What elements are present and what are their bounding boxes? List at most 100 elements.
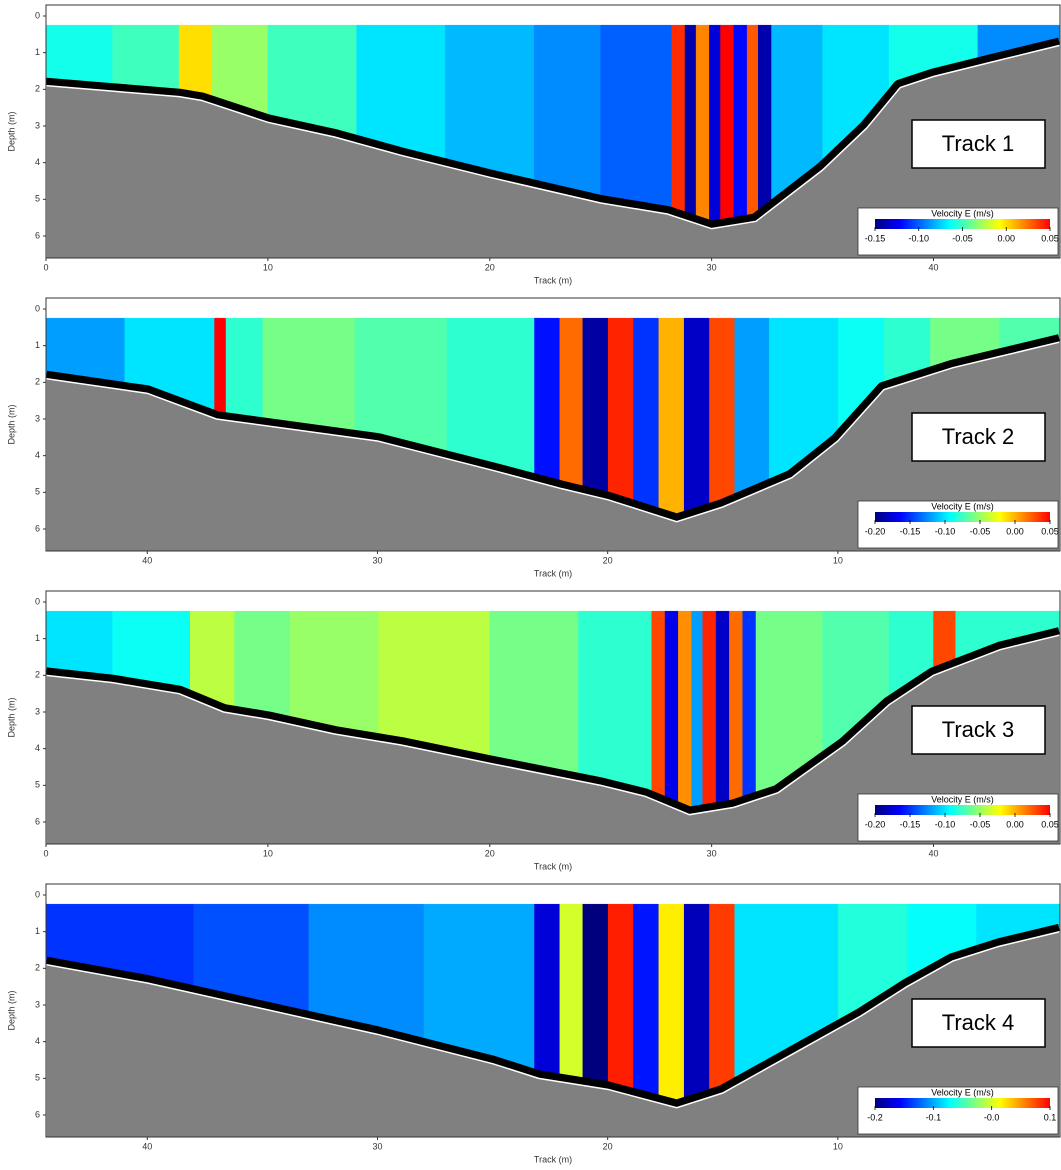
annotation: Track 3 (942, 717, 1015, 742)
x-tick-label: 30 (707, 262, 717, 272)
x-tick-label: 20 (603, 555, 613, 565)
y-tick-label: 0 (35, 10, 40, 20)
y-tick-label: 4 (35, 157, 40, 167)
panel: 0 1 2 3 4 5 6 Depth (m) 40 30 20 10 Track (m) Track 2… (6, 297, 1061, 578)
x-tick-label: 10 (263, 262, 273, 272)
y-tick-label: 5 (35, 194, 40, 204)
velocity-cell (600, 24, 672, 216)
velocity-cell (533, 317, 560, 489)
y-tick-label: 2 (35, 963, 40, 973)
velocity-cell (671, 24, 686, 221)
colorbar-tick-label: 0.1 (1044, 1112, 1057, 1122)
x-tick-label: 40 (929, 262, 939, 272)
y-tick-label: 6 (35, 816, 40, 826)
y-tick-label: 6 (35, 523, 40, 533)
annotation-box (911, 412, 1046, 462)
panel: 0 1 2 3 4 5 6 Depth (m) 0 10 20 30 40 Track (m) Track … (6, 590, 1061, 871)
colorbar-tick-label: -0.15 (900, 526, 921, 536)
colorbar-tick-label: 0.00 (1006, 526, 1024, 536)
y-tick-label: 1 (35, 926, 40, 936)
x-tick-label: 20 (485, 262, 495, 272)
x-axis-title: Track (m) (534, 275, 572, 285)
x-tick-label: 30 (372, 1141, 382, 1151)
y-tick-label: 3 (35, 120, 40, 130)
velocity-cell (683, 903, 710, 1106)
y-tick-label: 6 (35, 230, 40, 240)
x-tick-label: 40 (142, 1141, 152, 1151)
velocity-cell (684, 24, 697, 224)
river-bed (46, 930, 1060, 1137)
colorbar-tick-label: -0.10 (935, 819, 956, 829)
x-tick-label: 40 (142, 555, 152, 565)
annotation-box (911, 705, 1046, 755)
colorbar-tick-label: -0.10 (935, 526, 956, 536)
velocity-cell (651, 610, 666, 805)
velocity-cell (46, 317, 125, 391)
x-tick-label: 10 (833, 555, 843, 565)
panel: 0 1 2 3 4 5 6 Depth (m) 40 30 20 10 Track (m) Track 4… (6, 883, 1061, 1164)
velocity-cell (709, 24, 721, 229)
plot-border (45, 4, 1061, 259)
velocity-cell (559, 903, 583, 1086)
colorbar-tick-label: -0.15 (900, 819, 921, 829)
y-axis-title: Depth (m) (6, 111, 16, 151)
plot-border (45, 883, 1061, 1138)
velocity-cell (559, 317, 583, 494)
colorbar-tick-label: 0.00 (1006, 819, 1024, 829)
x-tick-label: 0 (43, 848, 48, 858)
velocity-cell (225, 317, 263, 426)
velocity-cell (708, 903, 735, 1098)
colorbar-tick-label: -0.2 (867, 1112, 883, 1122)
colorbar-box (857, 207, 1059, 256)
y-tick-label: 3 (35, 413, 40, 423)
velocity-cell (678, 610, 692, 815)
colorbar-tick-label: -0.05 (970, 819, 991, 829)
colorbar-tick-label: -0.1 (926, 1112, 942, 1122)
velocity-cell (729, 610, 743, 809)
colorbar-tick-label: -0.05 (970, 526, 991, 536)
x-tick-label: 30 (372, 555, 382, 565)
colorbar-tick-label: 0.05 (1041, 526, 1059, 536)
y-tick-label: 4 (35, 450, 40, 460)
annotation: Track 2 (942, 424, 1015, 449)
x-axis-title: Track (m) (534, 861, 572, 871)
y-axis-title: Depth (m) (6, 404, 16, 444)
velocity-cell (702, 610, 717, 813)
y-tick-label: 0 (35, 303, 40, 313)
velocity-cell (489, 610, 579, 782)
plot-border (45, 297, 1061, 552)
y-tick-label: 1 (35, 340, 40, 350)
x-tick-label: 40 (929, 848, 939, 858)
y-tick-label: 4 (35, 743, 40, 753)
velocity-cell (632, 317, 659, 517)
plot-area (46, 903, 1060, 1137)
panel: 0 1 2 3 4 5 6 Depth (m) 0 10 20 30 40 Track (m) Track … (6, 4, 1061, 285)
velocity-cell (695, 24, 710, 229)
y-tick-label: 5 (35, 780, 40, 790)
x-axis-title: Track (m) (534, 568, 572, 578)
colorbar-tick-label: -0.05 (952, 233, 973, 243)
x-axis-title: Track (m) (534, 1154, 572, 1164)
y-tick-label: 3 (35, 706, 40, 716)
plot-area (46, 317, 1060, 551)
velocity-cell (533, 24, 601, 204)
velocity-cell (691, 610, 704, 815)
colorbar-tick-label: -0.15 (865, 233, 886, 243)
y-tick-label: 0 (35, 889, 40, 899)
velocity-cell (578, 610, 652, 800)
y-tick-label: 0 (35, 596, 40, 606)
colorbar (875, 512, 1050, 522)
x-tick-label: 20 (603, 1141, 613, 1151)
colorbar-box (857, 500, 1059, 549)
velocity-cell (607, 903, 634, 1097)
x-tick-label: 10 (833, 1141, 843, 1151)
velocity-cell (582, 903, 608, 1090)
colorbar-title: Velocity E (m/s) (931, 794, 994, 804)
velocity-cell (664, 610, 679, 811)
velocity-cell (733, 24, 748, 226)
velocity-cell (742, 610, 757, 805)
colorbar (875, 1098, 1050, 1108)
colorbar-title: Velocity E (m/s) (931, 501, 994, 511)
